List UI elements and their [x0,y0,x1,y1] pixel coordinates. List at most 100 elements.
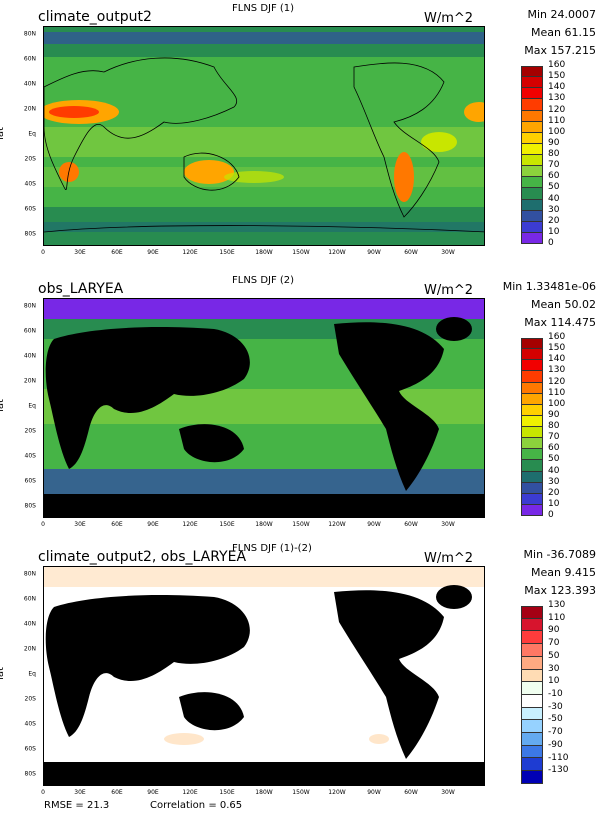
lon-tick-label: 120E [182,521,198,528]
colorbar-swatch [521,199,543,211]
lon-tick-label: 0 [41,789,45,796]
colorbar-tick-label: 0 [548,510,554,520]
lat-tick-label: 40S [24,452,36,460]
colorbar-swatch [521,77,543,89]
colorbar-tick-label: 140 [548,354,566,365]
panel-difference: climate_output2, obs_LARYEA FLNS DJF (1)… [0,540,606,810]
units-label: W/m^2 [424,551,474,566]
lon-tick-label: 60E [111,249,123,256]
lat-axis: 80N 60N 40N 20N Eq 20S 40S 60S 80S [0,272,40,518]
colorbar-tick-label: -110 [548,752,569,763]
lat-tick-label: 80N [23,302,36,310]
colorbar-swatch [521,232,543,244]
colorbar-swatch [521,121,543,133]
colorbar-tick-label: -50 [548,714,563,725]
colorbar-tick-label: 120 [548,104,566,115]
lon-tick-label: 30E [74,789,86,796]
lon-tick-label: 150W [292,789,310,796]
colorbar-tick-label: -90 [548,739,563,750]
lon-tick-label: 0 [41,521,45,528]
field-map [43,298,485,518]
lon-tick-label: 90W [367,249,381,256]
panel-title: climate_output2, obs_LARYEA [38,549,247,565]
lon-tick-label: 0 [41,249,45,256]
colorbar-swatch [521,482,543,494]
stat-min: Min -36.7089 [523,548,596,561]
colorbar-swatch [521,618,543,632]
colorbar-tick-label: 60 [548,171,560,182]
colorbar-tick-label: 110 [548,115,566,126]
lon-tick-label: 30W [441,249,455,256]
lat-axis-title: lat [0,127,6,140]
lon-tick-label: 120W [328,249,346,256]
lon-tick-label: 90E [147,249,159,256]
colorbar-swatch [521,694,543,708]
colorbar-swatch [521,338,543,350]
lon-tick-label: 30W [441,789,455,796]
lon-tick-label: 120E [182,789,198,796]
colorbar-tick-label: 90 [548,409,560,420]
field-map [43,566,485,786]
lat-axis-title: lat [0,399,6,412]
lon-tick-label: 90W [367,789,381,796]
lon-tick-label: 180W [255,521,273,528]
lat-tick-label: 20N [23,105,36,113]
lat-tick-label: 20S [24,695,36,703]
lat-tick-label: 80S [24,230,36,238]
colorbar-tick-label: -10 [548,689,563,699]
colorbar-swatch [521,132,543,144]
colorbar-swatch [521,349,543,361]
lon-axis: 0 30E 60E 90E 120E 150E 180W 150W 120W 90W 60W 30W [41,521,485,533]
lon-tick-label: 60E [111,789,123,796]
panel-model: climate_output2 FLNS DJF (1) W/m^2 Min 2… [0,0,606,270]
colorbar-tick-label: 10 [548,498,560,509]
colorbar-swatch [521,404,543,416]
colorbar-tick-label: 140 [548,82,566,93]
colorbar-tick-label: 110 [548,612,566,623]
lat-tick-label: 60S [24,205,36,213]
panel-obs: obs_LARYEA FLNS DJF (2) W/m^2 Min 1.3348… [0,272,606,542]
colorbar-tick-label: 10 [548,676,560,687]
panel-subtitle: FLNS DJF (1)-(2) [232,543,312,554]
colorbar-swatch [521,371,543,383]
lon-tick-label: 120E [182,249,198,256]
lat-tick-label: 60S [24,745,36,753]
colorbar-swatch [521,188,543,200]
colorbar-tick-label: 160 [548,332,566,342]
lon-tick-label: 120W [328,789,346,796]
lat-tick-label: 20S [24,427,36,435]
colorbar-tick-label: -70 [548,727,563,738]
stats-box: Min 1.33481e-06 Mean 50.02 Max 114.475 [496,278,596,332]
colorbar-swatch [521,669,543,683]
colorbar-tick-label: 80 [548,149,560,159]
lon-tick-label: 150W [292,249,310,256]
colorbar-tick-label: 70 [548,432,560,443]
colorbar [521,338,543,516]
lat-tick-label: 40S [24,180,36,188]
lat-tick-label: 80S [24,770,36,778]
colorbar-tick-label: 130 [548,600,566,610]
stat-min: Min 24.0007 [527,8,596,21]
lon-tick-label: 30E [74,521,86,528]
colorbar-swatch [521,110,543,122]
lon-tick-label: 150E [219,789,235,796]
units-label: W/m^2 [424,283,474,298]
colorbar-tick-label: 110 [548,387,566,398]
panel-title: obs_LARYEA [38,281,124,297]
colorbar-tick-label: 80 [548,421,560,431]
stat-mean: Mean 50.02 [531,298,596,311]
colorbar-swatch [521,438,543,450]
colorbar-swatch [521,656,543,670]
lat-tick-label: 60N [23,595,36,603]
colorbar-swatch [521,682,543,695]
colorbar-swatch [521,644,543,657]
panel-subtitle: FLNS DJF (2) [232,275,295,286]
lon-tick-label: 90E [147,521,159,528]
colorbar-tick-label: -130 [548,765,569,776]
lon-tick-label: 150W [292,521,310,528]
lon-tick-label: 60W [404,521,418,528]
colorbar-tick-label: 20 [548,215,560,226]
lon-axis: 0 30E 60E 90E 120E 150E 180W 150W 120W 90W 60W 30W [41,789,485,801]
lat-axis: 80N 60N 40N 20N Eq 20S 40S 60S 80S [0,540,40,786]
colorbar-swatch [521,360,543,372]
